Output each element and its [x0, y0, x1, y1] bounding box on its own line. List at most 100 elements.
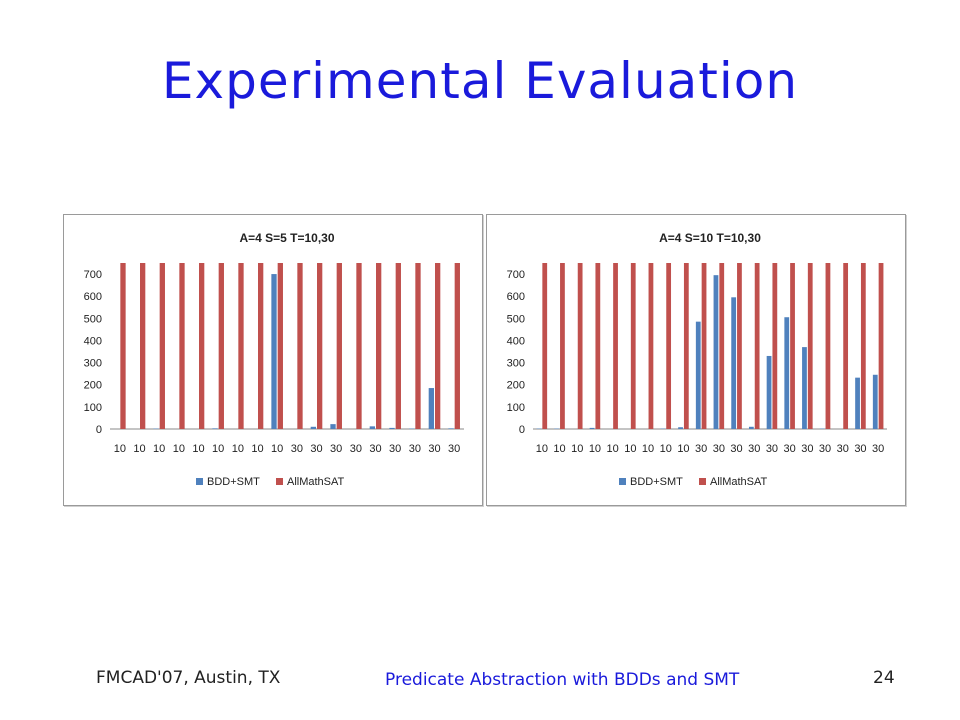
bar-bdd-smt	[766, 355, 772, 429]
bar-allmathsat	[772, 263, 778, 429]
bar-allmathsat	[648, 263, 654, 429]
footer-conference: FMCAD'07, Austin, TX	[96, 668, 281, 688]
legend-swatch-bdd-smt	[619, 478, 626, 485]
bar-allmathsat	[356, 263, 362, 429]
bar-bdd-smt	[389, 427, 395, 429]
footer-talk-title: Predicate Abstraction with BDDs and SMT	[385, 670, 740, 690]
bar-allmathsat	[630, 263, 636, 429]
bar-bdd-smt	[428, 388, 434, 429]
x-tick-label: 10	[536, 443, 548, 455]
x-tick-label: 30	[784, 443, 796, 455]
bar-bdd-smt	[589, 427, 595, 429]
bar-allmathsat	[454, 263, 460, 429]
bar-allmathsat	[238, 263, 244, 429]
x-tick-label: 10	[153, 443, 165, 455]
x-tick-label: 30	[389, 443, 401, 455]
bar-allmathsat	[258, 263, 264, 429]
bar-allmathsat	[807, 263, 813, 429]
x-tick-label: 10	[553, 443, 565, 455]
bar-allmathsat	[179, 263, 185, 429]
legend-label-bdd-smt: BDD+SMT	[630, 476, 683, 488]
bar-allmathsat	[542, 263, 548, 429]
bar-allmathsat	[277, 263, 283, 429]
bar-bdd-smt	[802, 347, 807, 429]
bar-allmathsat	[199, 263, 205, 429]
bar-allmathsat	[878, 263, 884, 429]
x-tick-label: 30	[854, 443, 866, 455]
x-tick-label: 30	[766, 443, 778, 455]
bar-allmathsat	[860, 263, 866, 429]
x-tick-label: 30	[428, 443, 440, 455]
bar-allmathsat	[376, 263, 382, 429]
x-tick-label: 10	[642, 443, 654, 455]
bar-allmathsat	[395, 263, 401, 429]
bar-bdd-smt	[330, 424, 336, 429]
bar-allmathsat	[435, 263, 441, 429]
bar-bdd-smt	[448, 428, 454, 429]
bar-bdd-smt	[872, 374, 878, 429]
x-tick-label: 10	[677, 443, 689, 455]
x-tick-label: 10	[660, 443, 672, 455]
x-tick-label: 10	[173, 443, 185, 455]
x-tick-label: 10	[589, 443, 601, 455]
bar-allmathsat	[683, 263, 689, 429]
bar-bdd-smt	[678, 427, 683, 429]
bar-allmathsat	[701, 263, 707, 429]
bar-allmathsat	[790, 263, 795, 429]
x-tick-label: 30	[730, 443, 742, 455]
y-tick-label: 200	[507, 380, 525, 392]
x-tick-label: 30	[350, 443, 362, 455]
y-tick-label: 100	[84, 402, 102, 414]
bar-bdd-smt	[695, 321, 701, 429]
y-tick-label: 700	[507, 269, 525, 281]
bar-allmathsat	[737, 263, 742, 429]
chart-right-svg: A=4 S=10 T=10,30 0 100 200 300 400 500 600 700 10…	[507, 231, 887, 488]
bar-allmathsat	[140, 263, 146, 429]
bar-bdd-smt	[271, 274, 277, 429]
bar-allmathsat	[560, 263, 565, 429]
legend-label-allmathsat: AllMathSAT	[710, 476, 768, 488]
x-tick-label: 30	[872, 443, 884, 455]
x-tick-label: 30	[801, 443, 813, 455]
y-tick-label: 400	[84, 335, 102, 347]
bar-allmathsat	[297, 263, 303, 429]
legend-swatch-bdd-smt	[196, 478, 203, 485]
bar-allmathsat	[159, 263, 165, 429]
x-tick-label: 10	[133, 443, 145, 455]
y-tick-label: 600	[84, 291, 102, 303]
x-tick-label: 10	[607, 443, 619, 455]
x-tick-label: 10	[192, 443, 204, 455]
bar-allmathsat	[577, 263, 583, 429]
y-tick-label: 200	[84, 380, 102, 392]
bar-allmathsat	[843, 263, 849, 429]
bar-bdd-smt	[855, 377, 860, 429]
x-tick-label: 30	[713, 443, 725, 455]
x-tick-label: 30	[409, 443, 421, 455]
legend-swatch-allmathsat	[699, 478, 706, 485]
bar-allmathsat	[415, 263, 421, 429]
legend-label-bdd-smt: BDD+SMT	[207, 476, 260, 488]
bar-allmathsat	[666, 263, 672, 429]
x-tick-label: 30	[330, 443, 342, 455]
legend-swatch-allmathsat	[276, 478, 283, 485]
bar-allmathsat	[825, 263, 831, 429]
x-tick-label: 10	[271, 443, 283, 455]
chart-title: A=4 S=5 T=10,30	[239, 231, 334, 245]
x-tick-label: 30	[310, 443, 322, 455]
chart-title: A=4 S=10 T=10,30	[659, 231, 761, 245]
x-tick-label: 30	[695, 443, 707, 455]
slide-title: Experimental Evaluation	[161, 52, 799, 110]
bar-allmathsat	[754, 263, 760, 429]
x-tick-label: 30	[291, 443, 303, 455]
x-tick-label: 30	[748, 443, 760, 455]
x-tick-label: 30	[837, 443, 849, 455]
bar-allmathsat	[613, 263, 618, 429]
x-tick-label: 10	[114, 443, 126, 455]
x-tick-label: 10	[251, 443, 263, 455]
page-number: 24	[873, 668, 895, 688]
y-tick-label: 100	[507, 402, 525, 414]
bar-bdd-smt	[713, 275, 719, 429]
x-tick-label: 10	[232, 443, 244, 455]
legend-label-allmathsat: AllMathSAT	[287, 476, 345, 488]
x-tick-label: 10	[571, 443, 583, 455]
